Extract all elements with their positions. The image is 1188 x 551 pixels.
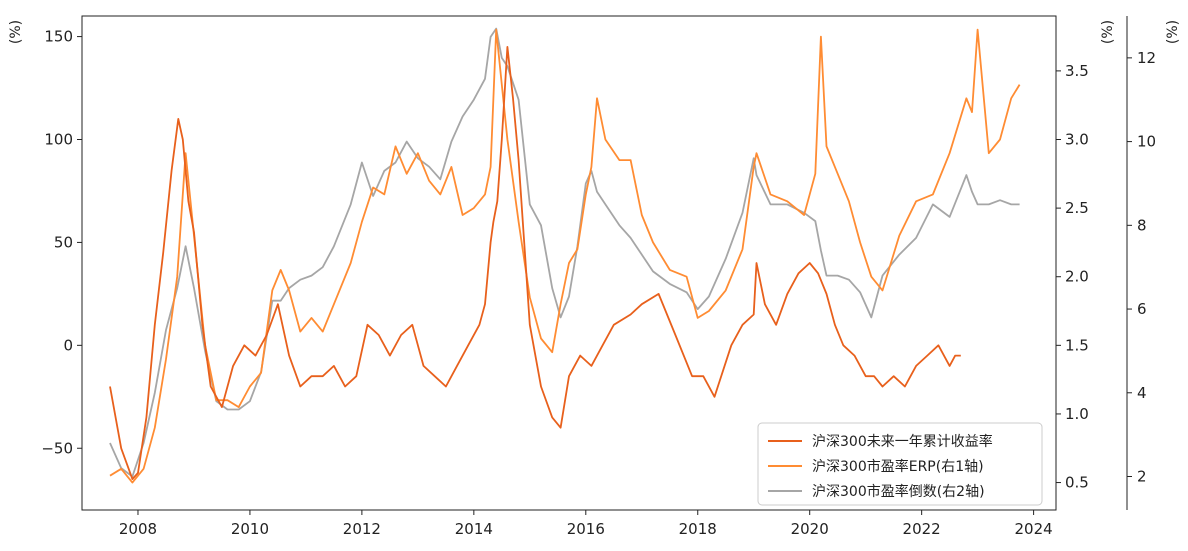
legend-label: 沪深300未来一年累计收益率	[812, 433, 993, 450]
series-layer	[109, 27, 1021, 484]
left-tick-label: 0	[63, 336, 73, 354]
right1-tick-label: 3.5	[1065, 62, 1089, 80]
x-tick-label: 2020	[791, 520, 829, 538]
right2-tick-label: 2	[1137, 468, 1147, 486]
x-tick-label: 2008	[119, 520, 157, 538]
right2-tick-label: 8	[1137, 216, 1147, 234]
right1-tick-label: 0.5	[1065, 474, 1089, 492]
right1-unit-label: (%)	[1100, 20, 1116, 44]
x-tick-label: 2022	[903, 520, 941, 538]
right1-tick-label: 2.0	[1065, 268, 1089, 286]
x-tick-label: 2014	[455, 520, 493, 538]
left-axis: 150 100 50 0 −50	[41, 28, 82, 457]
x-tick-label: 2016	[567, 520, 605, 538]
x-tick-label: 2018	[679, 520, 717, 538]
right1-tick-label: 1.5	[1065, 336, 1089, 354]
right2-tick-label: 6	[1137, 300, 1147, 318]
left-tick-label: −50	[41, 439, 73, 457]
left-unit-label: (%)	[8, 20, 24, 44]
legend-label: 沪深300市盈率ERP(右1轴)	[812, 458, 984, 475]
right1-tick-label: 1.0	[1065, 405, 1089, 423]
x-tick-label: 2012	[343, 520, 381, 538]
right2-unit-label: (%)	[1165, 20, 1181, 44]
x-tick-label: 2010	[231, 520, 269, 538]
left-tick-label: 50	[54, 233, 73, 251]
series-line-0	[109, 46, 961, 481]
right2-tick-label: 10	[1137, 133, 1156, 151]
legend-label: 沪深300市盈率倒数(右2轴)	[812, 483, 985, 500]
series-line-2	[109, 27, 1020, 478]
right1-tick-label: 2.5	[1065, 199, 1089, 217]
right2-tick-label: 12	[1137, 49, 1156, 67]
x-tick-label: 2024	[1015, 520, 1053, 538]
legend-box	[757, 422, 1043, 506]
right2-axis: 12 10 8 6 4 2	[1127, 49, 1156, 486]
x-axis: 2008 2010 2012 2014 2016 2018 2020 2022 2024	[119, 510, 1053, 538]
right1-axis: 3.5 3.0 2.5 2.0 1.5 1.0 0.5	[1056, 62, 1089, 492]
left-tick-label: 100	[44, 131, 73, 149]
left-tick-label: 150	[44, 28, 73, 46]
right2-tick-label: 4	[1137, 384, 1147, 402]
series-line-1	[109, 28, 1021, 484]
right1-tick-label: 3.0	[1065, 131, 1089, 149]
plot-frame	[81, 15, 1057, 511]
